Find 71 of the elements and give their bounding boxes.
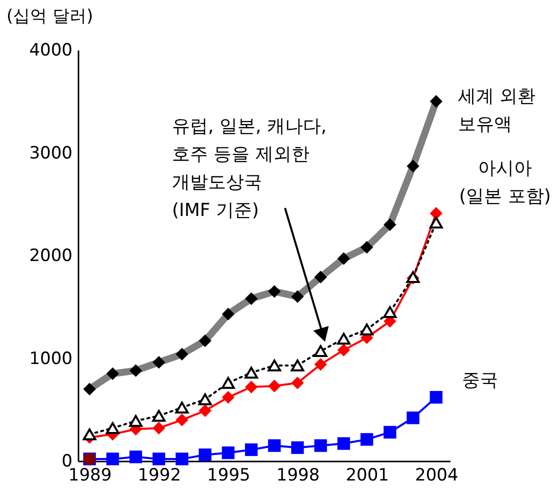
point bbox=[314, 270, 327, 284]
x-tick-label: 1995 bbox=[207, 466, 250, 486]
point bbox=[152, 410, 166, 422]
point bbox=[268, 360, 282, 372]
point bbox=[106, 422, 120, 434]
point bbox=[152, 356, 166, 369]
point bbox=[290, 360, 304, 372]
point bbox=[268, 285, 281, 298]
point bbox=[268, 439, 281, 452]
point bbox=[291, 290, 304, 303]
point bbox=[314, 439, 327, 452]
y-tick-label: 2000 bbox=[29, 246, 72, 266]
y-axis-title: (십억 달러) bbox=[6, 6, 94, 26]
point bbox=[406, 160, 420, 172]
point bbox=[198, 448, 212, 462]
point bbox=[430, 207, 442, 220]
point bbox=[314, 345, 328, 357]
point bbox=[222, 390, 235, 404]
x-tick-label: 1992 bbox=[138, 466, 181, 486]
x-tick-label: 1998 bbox=[276, 466, 320, 486]
point bbox=[176, 348, 188, 360]
point bbox=[198, 393, 212, 406]
point bbox=[384, 426, 396, 439]
point bbox=[383, 306, 397, 318]
point bbox=[430, 390, 442, 404]
point bbox=[244, 292, 258, 305]
point bbox=[314, 358, 327, 371]
point bbox=[83, 382, 96, 396]
point bbox=[384, 218, 396, 231]
point bbox=[360, 240, 374, 254]
point bbox=[129, 364, 142, 377]
point bbox=[221, 376, 235, 389]
point bbox=[106, 452, 119, 466]
point bbox=[129, 414, 142, 427]
text: 유럽, 일본, 캐나다, 호주 등을 제외한 개발도상국 (IMF 기준) bbox=[172, 116, 327, 221]
series-label: 아시아 (일본 포함) bbox=[459, 158, 551, 207]
y-tick-label: 4000 bbox=[29, 40, 72, 60]
point bbox=[244, 380, 258, 394]
point bbox=[291, 376, 304, 390]
point bbox=[222, 308, 235, 320]
point bbox=[430, 95, 442, 108]
point bbox=[268, 380, 281, 392]
point bbox=[337, 344, 350, 356]
point bbox=[406, 412, 420, 424]
x-tick-label: 2004 bbox=[415, 466, 458, 486]
point bbox=[176, 414, 188, 426]
point bbox=[337, 332, 350, 345]
series-label: 중국 bbox=[462, 370, 498, 391]
x-tick-label: 2001 bbox=[346, 466, 389, 486]
series-label: 세계 외환 보유액 bbox=[458, 86, 536, 135]
point bbox=[337, 437, 350, 450]
point bbox=[337, 252, 350, 265]
point bbox=[129, 450, 142, 464]
x-tick-label: 1989 bbox=[68, 466, 112, 486]
point bbox=[360, 433, 374, 446]
point bbox=[429, 216, 443, 229]
point bbox=[244, 443, 258, 456]
point bbox=[222, 446, 235, 460]
point bbox=[106, 367, 119, 380]
point bbox=[244, 366, 258, 379]
point bbox=[198, 334, 212, 348]
point bbox=[198, 404, 212, 417]
y-tick-label: 1000 bbox=[29, 348, 72, 369]
point bbox=[360, 324, 374, 336]
point bbox=[152, 452, 166, 466]
point bbox=[82, 428, 96, 440]
point bbox=[291, 441, 304, 454]
point bbox=[152, 422, 166, 434]
y-tick-label: 3000 bbox=[29, 143, 72, 164]
point bbox=[175, 402, 189, 414]
point bbox=[176, 452, 188, 466]
